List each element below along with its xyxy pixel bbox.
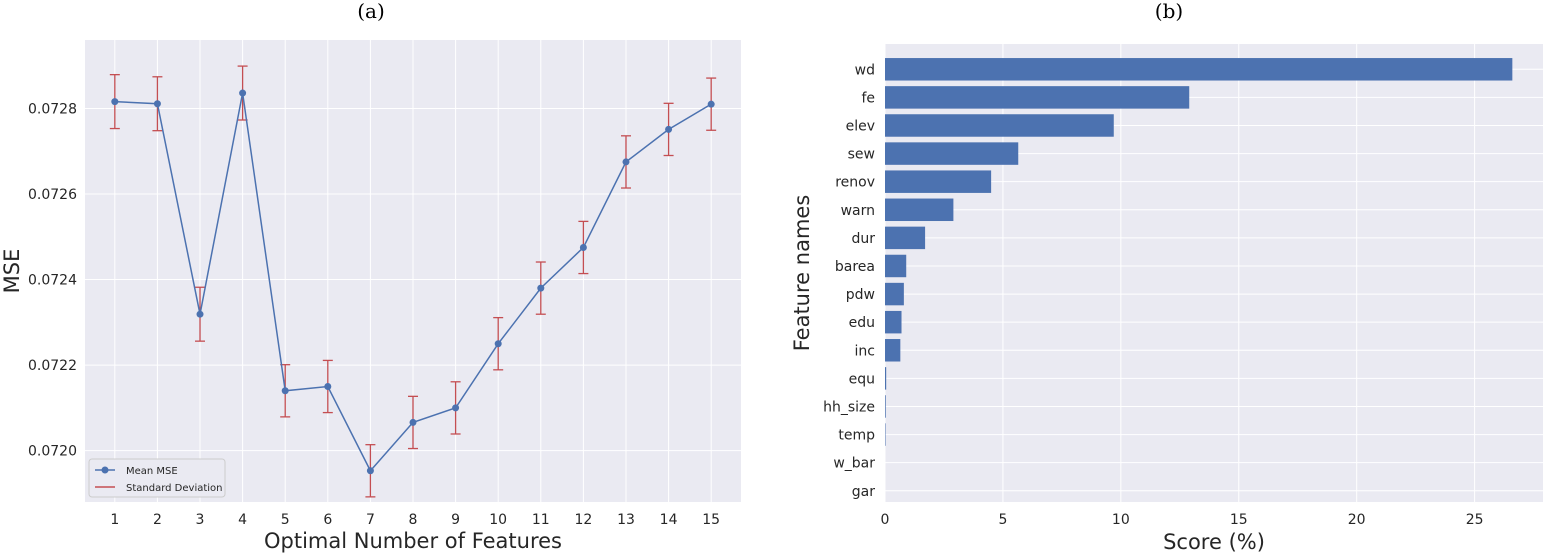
legend-mean-mse-marker (101, 466, 109, 474)
panel-a-y-ticks: 0.0720 0.0722 0.0724 0.0726 0.0728 (28, 101, 77, 459)
feature-name-label: warn (841, 203, 875, 219)
mean-mse-point (239, 89, 247, 97)
feature-score-bar (885, 282, 904, 306)
panel-b-bars (885, 58, 1513, 446)
panel-b: wd fe elev sew renov warn dur barea pdw edu inc equ… (790, 0, 1543, 554)
panel-b-x-axis-label: Score (%) (1163, 530, 1265, 554)
mean-mse-point (324, 383, 332, 390)
feature-name-label: dur (851, 231, 875, 247)
mean-mse-point (281, 387, 289, 395)
mean-mse-point (665, 125, 673, 133)
feature-score-bar (885, 226, 926, 250)
panel-a-x-tick-label: 5 (281, 512, 290, 528)
feature-name-label: gar (852, 484, 875, 500)
panel-b-x-tick-label: 15 (1230, 512, 1248, 528)
panel-a-x-tick-label: 2 (153, 512, 162, 528)
feature-score-bar (885, 367, 887, 390)
feature-name-label: fe (861, 90, 875, 106)
feature-name-label: barea (835, 259, 875, 275)
mean-mse-point (494, 340, 502, 348)
mean-mse-point (707, 100, 715, 108)
panel-a-y-tick-label: 0.0724 (28, 273, 77, 289)
panel-b-x-ticks: 0 5 10 15 20 25 (881, 512, 1484, 528)
feature-name-label: edu (849, 315, 875, 331)
mean-mse-point (622, 158, 630, 166)
panel-a-x-tick-label: 6 (323, 512, 332, 528)
panel-a-y-tick-label: 0.0722 (28, 358, 77, 374)
panel-b-x-tick-label: 20 (1348, 512, 1366, 528)
legend-standard-deviation-label: Standard Deviation (126, 483, 223, 494)
panel-a-x-tick-label: 3 (196, 512, 205, 528)
mean-mse-point (537, 284, 545, 292)
mean-mse-point (153, 100, 161, 108)
feature-name-label: elev (846, 118, 875, 134)
feature-name-label: hh_size (823, 399, 875, 415)
feature-name-label: w_bar (833, 456, 875, 472)
panel-a-x-tick-label: 12 (574, 512, 592, 528)
panel-b-x-tick-label: 10 (1112, 512, 1130, 528)
panel-a-x-tick-label: 11 (532, 512, 550, 528)
panel-a-x-tick-label: 15 (702, 512, 720, 528)
mean-mse-point (111, 98, 119, 106)
panel-b-x-tick-label: 25 (1466, 512, 1484, 528)
feature-score-bar (885, 395, 886, 418)
panel-a-x-tick-label: 9 (451, 512, 460, 528)
mean-mse-point (366, 467, 374, 475)
feature-score-bar (885, 254, 907, 278)
legend-box (88, 458, 226, 498)
feature-score-bar (885, 86, 1190, 109)
feature-name-label: pdw (846, 287, 875, 303)
feature-score-bar (885, 170, 992, 193)
mean-mse-point (409, 418, 417, 426)
panel-b-y-ticks: wd fe elev sew renov warn dur barea pdw edu inc equ… (823, 62, 875, 499)
mean-mse-points (111, 89, 715, 475)
panel-a-x-tick-label: 8 (409, 512, 418, 528)
panel-a-x-tick-label: 1 (110, 512, 119, 528)
panel-b-title: (b) (1155, 0, 1183, 23)
feature-score-bar (885, 142, 1019, 165)
feature-name-label: renov (835, 175, 875, 191)
feature-name-label: wd (855, 62, 875, 78)
feature-score-bar (885, 339, 901, 362)
feature-score-bar (885, 58, 1513, 81)
panel-a-title: (a) (357, 0, 385, 23)
panel-a-x-tick-label: 13 (617, 512, 635, 528)
panel-a-x-tick-label: 7 (366, 512, 375, 528)
feature-name-label: sew (848, 147, 875, 163)
panel-a-x-tick-label: 10 (489, 512, 507, 528)
panel-b-grid (884, 44, 1543, 502)
panel-a-y-tick-label: 0.0720 (28, 444, 77, 460)
panel-b-y-axis-label: Feature names (790, 195, 814, 352)
panel-a-x-ticks: 1 2 3 4 5 6 7 8 9 10 11 12 13 14 15 (110, 512, 720, 528)
panel-a-legend: Mean MSE Standard Deviation (88, 458, 226, 498)
mean-mse-point (579, 243, 587, 251)
legend-mean-mse-label: Mean MSE (126, 466, 178, 477)
feature-score-bar (885, 198, 954, 222)
mean-mse-point (196, 310, 204, 318)
panel-b-x-tick-label: 5 (998, 512, 1007, 528)
panel-a-y-tick-label: 0.0726 (28, 187, 77, 203)
panel-a-y-tick-label: 0.0728 (28, 101, 77, 117)
feature-name-label: inc (855, 343, 875, 359)
panel-a-y-axis-label: MSE (0, 249, 24, 294)
feature-score-bar (885, 310, 902, 334)
feature-score-bar (885, 114, 1114, 137)
feature-name-label: temp (838, 428, 875, 444)
mean-mse-point (452, 404, 460, 412)
feature-name-label: equ (849, 371, 875, 387)
panel-b-x-tick-label: 0 (881, 512, 890, 528)
panel-a-x-tick-label: 14 (660, 512, 678, 528)
panel-a-x-axis-label: Optimal Number of Features (264, 529, 562, 553)
panel-a-x-tick-label: 4 (238, 512, 247, 528)
panel-b-background (885, 44, 1543, 502)
